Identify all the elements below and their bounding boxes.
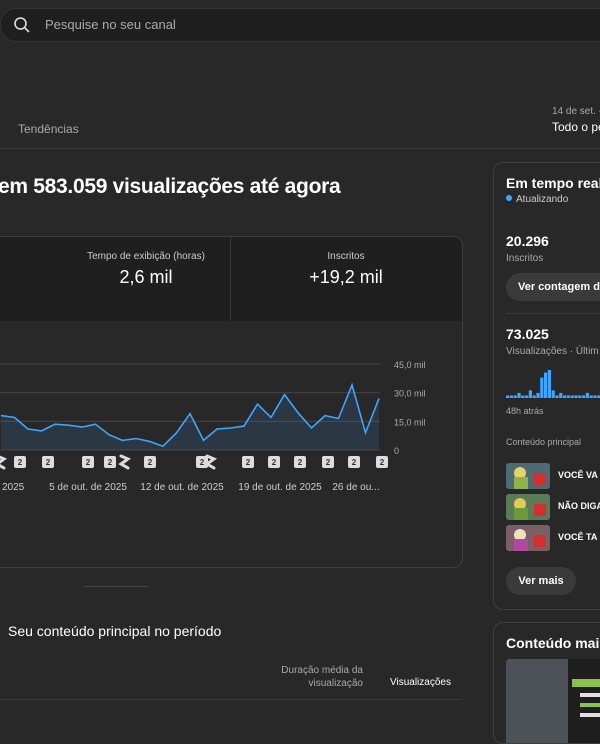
realtime-bar [552, 390, 555, 398]
top-content-title: Conteúdo mais [506, 635, 600, 651]
video-marker-label: 2 [148, 458, 153, 467]
x-tick-label: 2025 [2, 482, 25, 493]
realtime-views-count: 73.025 [506, 326, 549, 342]
column-header-duration[interactable]: Duração média da visualização [258, 664, 363, 690]
realtime-bar [578, 395, 581, 398]
video-thumbnail [506, 463, 550, 489]
realtime-bar [536, 393, 539, 398]
tab-trends[interactable]: Tendências [18, 122, 79, 136]
realtime-bar [567, 395, 570, 398]
realtime-bar [544, 373, 547, 398]
see-more-button[interactable]: Ver mais [506, 567, 576, 595]
video-marker-label: 2 [352, 458, 357, 467]
video-marker-label: 2 [272, 458, 277, 467]
realtime-bar [559, 393, 562, 398]
realtime-bar [582, 395, 585, 398]
y-tick-label: 15,0 mil [394, 417, 426, 427]
video-marker-label: 2 [18, 458, 23, 467]
realtime-bar [525, 395, 528, 398]
video-thumbnail [506, 525, 550, 551]
divider [230, 237, 231, 321]
realtime-content-item[interactable]: NÃO DIGA [506, 494, 600, 520]
video-marker-label: 2 [380, 458, 385, 467]
top-bar: Pesquise no seu canal [0, 0, 600, 48]
realtime-card: Em tempo real Atualizando 20.296 Inscrit… [493, 162, 600, 610]
metric-tabs: Tempo de exibição (horas) 2,6 mil Inscri… [0, 237, 462, 321]
see-live-count-button[interactable]: Ver contagem de [506, 273, 600, 301]
realtime-subscribers-label: Inscritos [506, 253, 543, 264]
metric-label: Tempo de exibição (horas) [46, 251, 246, 262]
realtime-title: Em tempo real [506, 175, 600, 191]
x-tick-label: 19 de out. de 2025 [238, 482, 322, 493]
video-thumbnail [506, 494, 550, 520]
realtime-item-title: VOCÊ TA [558, 532, 597, 542]
realtime-bar [510, 395, 513, 398]
realtime-bar [521, 395, 524, 398]
y-tick-label: 45,0 mil [394, 360, 426, 370]
metric-value: +19,2 mil [246, 267, 446, 288]
metric-label: Inscritos [246, 251, 446, 262]
video-marker-label: 2 [86, 458, 91, 467]
realtime-item-title: VOCÊ VA [558, 470, 598, 480]
realtime-bar [514, 395, 517, 398]
shorts-marker-icon[interactable] [0, 456, 4, 468]
realtime-content-item[interactable]: VOCÊ TA [506, 525, 600, 551]
period-selector[interactable]: Todo o pe [552, 120, 600, 134]
video-marker-label: 2 [246, 458, 251, 467]
realtime-bar [533, 395, 536, 398]
realtime-bar [571, 395, 574, 398]
video-marker-label: 2 [200, 458, 205, 467]
section-title: Seu conteúdo principal no período [8, 623, 221, 639]
video-marker-label: 2 [108, 458, 113, 467]
divider [0, 148, 600, 149]
video-marker-label: 2 [298, 458, 303, 467]
realtime-content-title: Conteúdo principal [506, 437, 581, 447]
metric-value: 2,6 mil [46, 267, 246, 288]
realtime-subscribers-count: 20.296 [506, 233, 549, 249]
realtime-bar-chart [506, 368, 600, 400]
realtime-bar [548, 370, 551, 398]
realtime-bar [590, 395, 593, 398]
shorts-marker-icon[interactable] [121, 456, 128, 468]
shorts-marker-icon[interactable] [207, 456, 214, 468]
page-headline: em 583.059 visualizações até agora [0, 175, 340, 199]
x-tick-label: 26 de ou... [332, 482, 379, 493]
realtime-item-title: NÃO DIGA [558, 501, 600, 511]
video-marker-label: 2 [326, 458, 331, 467]
realtime-bar [517, 393, 520, 398]
x-tick-label: 12 de out. de 2025 [140, 482, 224, 493]
divider [0, 699, 462, 700]
search-bar[interactable]: Pesquise no seu canal [0, 8, 600, 42]
realtime-bar [555, 395, 558, 398]
realtime-bar [506, 395, 509, 398]
realtime-status: Atualizando [506, 194, 568, 205]
realtime-bar [593, 395, 596, 398]
realtime-content-item[interactable]: VOCÊ VA [506, 463, 600, 489]
search-icon[interactable] [13, 16, 31, 39]
top-content-card: Conteúdo mais [493, 622, 600, 744]
date-range-label[interactable]: 14 de set. - [552, 106, 600, 117]
video-marker-label: 2 [46, 458, 51, 467]
realtime-views-label: Visualizações · Últim [506, 346, 599, 357]
y-tick-label: 30,0 mil [394, 389, 426, 399]
realtime-bar [563, 395, 566, 398]
divider [84, 586, 148, 587]
search-input[interactable]: Pesquise no seu canal [45, 17, 176, 32]
realtime-bar [586, 393, 589, 398]
column-header-views[interactable]: Visualizações [390, 677, 451, 688]
realtime-bar [529, 390, 532, 398]
divider [506, 313, 600, 314]
y-tick-label: 0 [394, 446, 399, 456]
live-dot-icon [506, 195, 512, 201]
realtime-time-label: 48h atrás [506, 406, 544, 416]
realtime-bar [574, 395, 577, 398]
x-tick-label: 5 de out. de 2025 [49, 482, 127, 493]
realtime-bar [540, 378, 543, 398]
video-thumbnail[interactable] [506, 659, 600, 744]
